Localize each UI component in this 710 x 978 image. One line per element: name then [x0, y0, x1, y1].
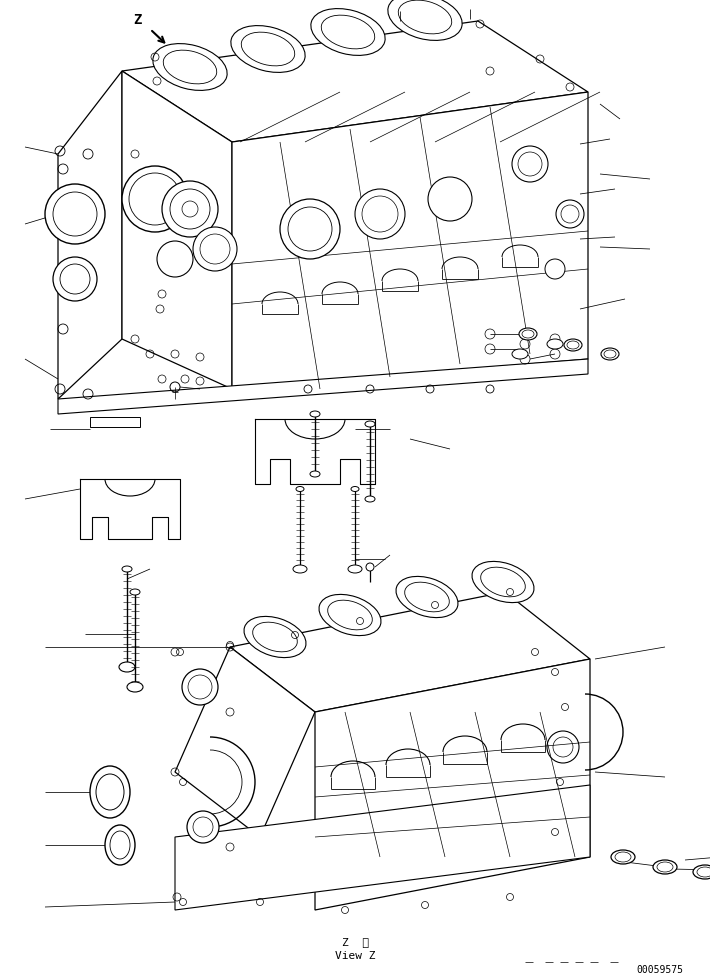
Circle shape — [122, 167, 188, 233]
Circle shape — [280, 200, 340, 260]
Ellipse shape — [153, 45, 227, 91]
Text: Z  視: Z 視 — [342, 936, 368, 946]
Circle shape — [355, 190, 405, 240]
Polygon shape — [232, 93, 588, 389]
Ellipse shape — [512, 350, 528, 360]
Text: View Z: View Z — [334, 950, 376, 960]
Text: 00059575: 00059575 — [636, 964, 684, 974]
Circle shape — [60, 265, 90, 294]
Ellipse shape — [244, 617, 306, 658]
Ellipse shape — [481, 567, 525, 598]
Ellipse shape — [365, 497, 375, 503]
Ellipse shape — [653, 860, 677, 874]
Ellipse shape — [310, 471, 320, 477]
Circle shape — [187, 811, 219, 843]
Circle shape — [288, 207, 332, 251]
Circle shape — [561, 205, 579, 224]
Polygon shape — [230, 593, 590, 712]
Polygon shape — [90, 418, 140, 427]
Ellipse shape — [519, 329, 537, 340]
Ellipse shape — [611, 850, 635, 865]
Ellipse shape — [405, 583, 449, 612]
Circle shape — [512, 147, 548, 183]
Polygon shape — [122, 72, 232, 389]
Circle shape — [53, 193, 97, 237]
Ellipse shape — [348, 565, 362, 573]
Polygon shape — [58, 72, 122, 400]
Circle shape — [45, 185, 105, 244]
Ellipse shape — [311, 10, 385, 57]
Polygon shape — [315, 659, 590, 911]
Circle shape — [162, 182, 218, 238]
Circle shape — [545, 260, 565, 280]
Ellipse shape — [388, 0, 462, 41]
Ellipse shape — [472, 561, 534, 603]
Ellipse shape — [693, 866, 710, 879]
Ellipse shape — [163, 51, 217, 85]
Ellipse shape — [127, 683, 143, 692]
Circle shape — [170, 190, 210, 230]
Circle shape — [157, 242, 193, 278]
Ellipse shape — [231, 26, 305, 73]
Circle shape — [362, 197, 398, 233]
Circle shape — [129, 174, 181, 226]
Ellipse shape — [396, 577, 458, 618]
Ellipse shape — [321, 16, 375, 50]
Circle shape — [193, 228, 237, 272]
Ellipse shape — [328, 600, 372, 630]
Ellipse shape — [293, 565, 307, 573]
Ellipse shape — [90, 766, 130, 819]
Text: Z: Z — [133, 13, 141, 27]
Circle shape — [182, 201, 198, 218]
Ellipse shape — [122, 566, 132, 572]
Ellipse shape — [601, 348, 619, 361]
Ellipse shape — [310, 412, 320, 418]
Ellipse shape — [296, 487, 304, 492]
Ellipse shape — [119, 662, 135, 672]
Polygon shape — [58, 360, 588, 415]
Circle shape — [518, 153, 542, 177]
Ellipse shape — [351, 487, 359, 492]
Circle shape — [366, 563, 374, 571]
Ellipse shape — [130, 590, 140, 596]
Ellipse shape — [241, 33, 295, 67]
Ellipse shape — [398, 1, 452, 35]
Ellipse shape — [547, 339, 563, 350]
Circle shape — [556, 200, 584, 229]
Circle shape — [547, 732, 579, 763]
Polygon shape — [122, 22, 588, 143]
Polygon shape — [175, 785, 590, 911]
Circle shape — [200, 235, 230, 265]
Circle shape — [53, 258, 97, 301]
Ellipse shape — [105, 825, 135, 866]
Ellipse shape — [564, 339, 582, 352]
Circle shape — [428, 178, 472, 222]
Ellipse shape — [253, 623, 297, 652]
Circle shape — [182, 669, 218, 705]
Ellipse shape — [365, 422, 375, 427]
Polygon shape — [175, 647, 315, 837]
Ellipse shape — [319, 595, 381, 636]
